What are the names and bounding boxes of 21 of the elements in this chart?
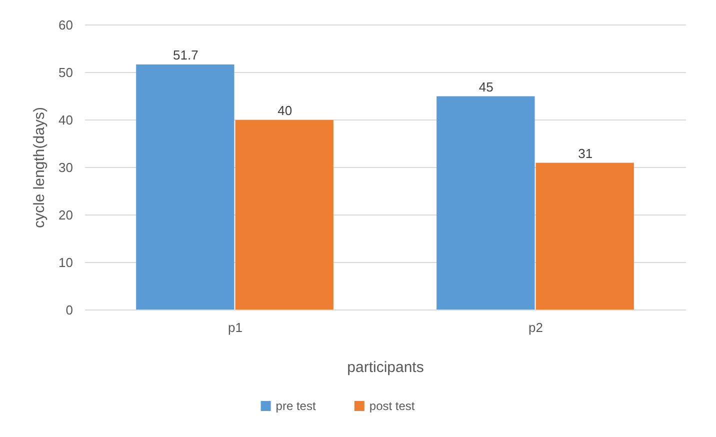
bar bbox=[436, 96, 535, 310]
y-tick-label: 40 bbox=[58, 112, 73, 128]
x-axis-title: participants bbox=[347, 359, 424, 376]
x-tick-label: p1 bbox=[228, 320, 242, 335]
y-tick-label: 30 bbox=[58, 160, 73, 176]
x-tick-label: p2 bbox=[528, 320, 543, 335]
data-label: 45 bbox=[478, 79, 494, 94]
y-tick-label: 0 bbox=[66, 302, 73, 318]
bar bbox=[235, 120, 334, 310]
y-tick-label: 60 bbox=[58, 18, 73, 33]
y-tick-label: 10 bbox=[58, 255, 73, 270]
data-label: 40 bbox=[278, 103, 292, 118]
bar bbox=[136, 64, 234, 310]
y-tick-label: 20 bbox=[58, 208, 73, 223]
data-label: 31 bbox=[578, 146, 593, 161]
y-tick-label: 50 bbox=[58, 65, 73, 80]
bar bbox=[536, 162, 634, 310]
legend-label: post test bbox=[369, 399, 416, 414]
data-label: 51.7 bbox=[173, 47, 198, 62]
legend-label: pre test bbox=[276, 399, 316, 414]
y-axis-title: cycle length(days) bbox=[31, 107, 48, 228]
